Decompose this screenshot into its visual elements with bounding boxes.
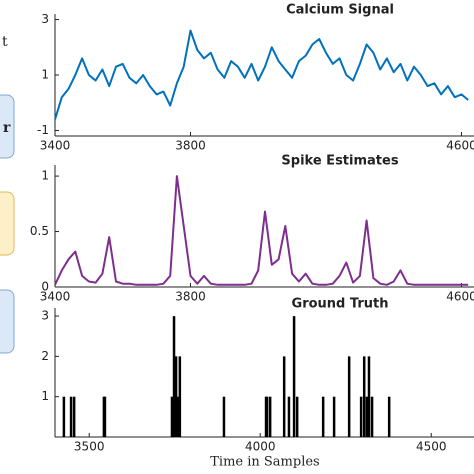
side-box <box>0 94 15 159</box>
y-tick-label: 2 <box>41 349 49 363</box>
chart-title: Calcium Signal <box>286 3 394 18</box>
chart-title: Spike Estimates <box>281 154 398 169</box>
x-tick-label: 3800 <box>175 290 206 304</box>
chart-title: Ground Truth <box>292 297 389 312</box>
side-box <box>0 289 15 354</box>
x-tick-label: 3500 <box>74 440 105 454</box>
y-tick-label: 0 <box>41 280 49 294</box>
x-tick-label: 3800 <box>175 139 206 153</box>
y-tick-label: 3 <box>41 12 49 26</box>
side-label: r <box>3 120 11 136</box>
x-tick-label: 4600 <box>446 139 474 153</box>
series-line <box>54 29 469 120</box>
x-axis-label: Time in Samples <box>210 455 319 470</box>
x-tick-label: 4000 <box>245 440 276 454</box>
side-label: t <box>2 34 8 50</box>
side-box <box>0 191 15 256</box>
y-tick-label: 3 <box>41 309 49 323</box>
y-tick-label: 0.5 <box>30 224 49 238</box>
x-tick-label: 4600 <box>446 290 474 304</box>
series-line <box>54 175 469 286</box>
x-tick-label: 3400 <box>40 139 71 153</box>
y-tick-label: 1 <box>41 389 49 403</box>
y-tick-label: 1 <box>41 68 49 82</box>
x-tick-label: 4500 <box>416 440 447 454</box>
y-tick-label: 1 <box>41 169 49 183</box>
y-tick-label: -1 <box>37 123 49 137</box>
x-tick-label: 3400 <box>40 290 71 304</box>
